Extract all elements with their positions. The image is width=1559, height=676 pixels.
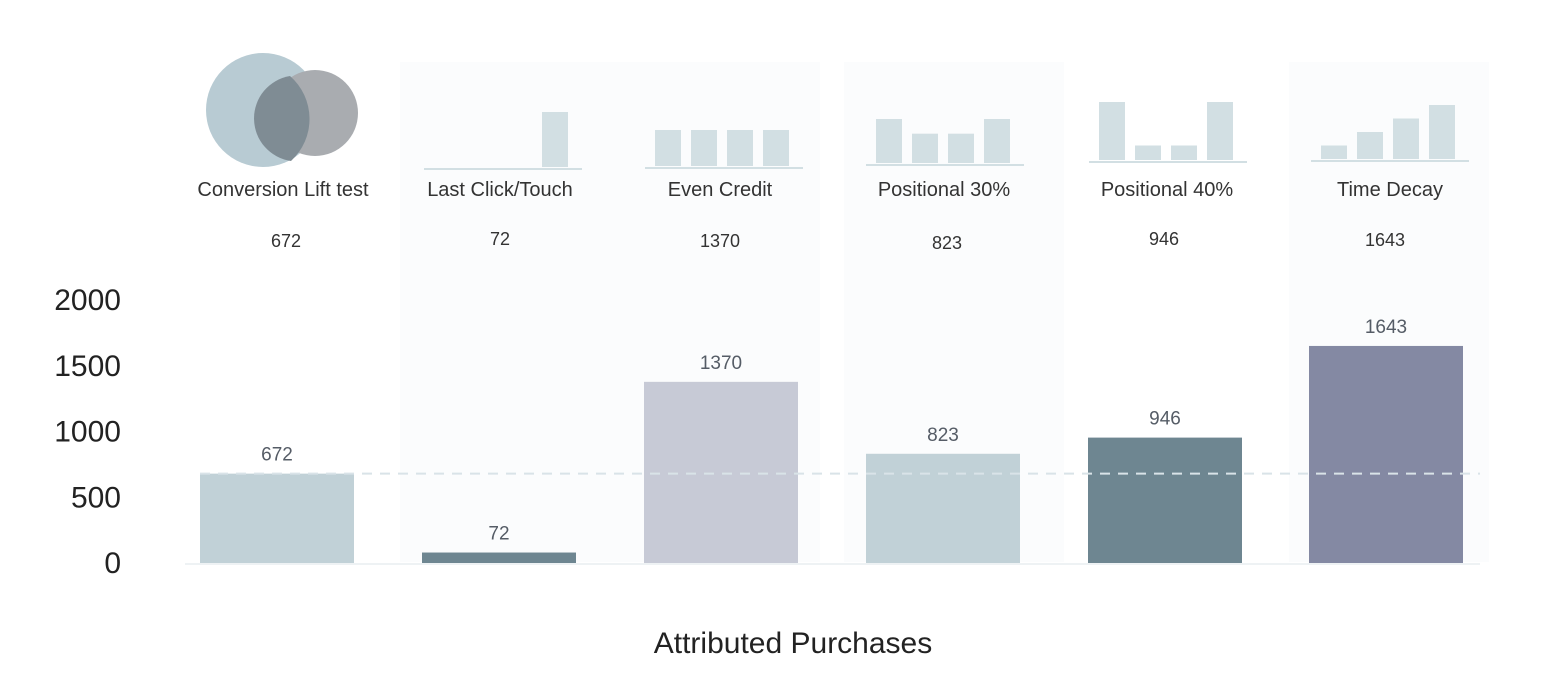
y-tick-label: 0 (104, 547, 121, 580)
y-tick-label: 500 (71, 481, 121, 514)
model-values: 672 72 1370 823 946 1643 (271, 229, 1405, 253)
credit-icon-bar (691, 130, 717, 166)
bars (200, 345, 1463, 563)
credit-icon-bar (763, 130, 789, 166)
y-axis-ticks: 0 500 1000 1500 2000 (54, 284, 121, 580)
data-label: 1643 (1365, 317, 1407, 338)
credit-icon-bar (1429, 105, 1455, 159)
credit-icon-bar (1135, 145, 1161, 160)
model-label-positional-30: Positional 30% (878, 179, 1011, 201)
venn-overlap (254, 76, 310, 161)
credit-distribution-icons (424, 102, 1469, 170)
model-value-positional-30: 823 (932, 233, 962, 253)
data-labels: 672 72 1370 823 946 1643 (261, 317, 1407, 545)
credit-icon-bar (948, 133, 974, 163)
model-label-time-decay: Time Decay (1337, 179, 1443, 201)
model-label-last-click: Last Click/Touch (427, 179, 573, 201)
credit-icon-bar (1393, 118, 1419, 159)
bar (866, 453, 1020, 563)
credit-icon-positional-40 (1089, 102, 1247, 163)
model-value-even-credit: 1370 (700, 231, 740, 251)
bar (1088, 437, 1242, 563)
credit-icon-bar (912, 133, 938, 163)
credit-icon-bar (1321, 145, 1347, 159)
model-label-even-credit: Even Credit (668, 179, 773, 201)
model-labels: Conversion Lift test Last Click/Touch Ev… (197, 179, 1443, 201)
credit-icon-time-decay (1311, 105, 1469, 162)
data-label: 672 (261, 445, 293, 466)
x-axis-label: Attributed Purchases (654, 627, 932, 660)
data-label: 1370 (700, 353, 742, 374)
data-label: 72 (488, 524, 509, 545)
bar (644, 381, 798, 563)
model-label-positional-40: Positional 40% (1101, 179, 1234, 201)
credit-icon-bar (542, 112, 568, 167)
y-tick-label: 2000 (54, 284, 121, 317)
data-label: 946 (1149, 409, 1181, 430)
credit-icon-even-credit (645, 130, 803, 169)
bar (200, 473, 354, 563)
credit-icon-bar (1357, 132, 1383, 159)
credit-icon-bar (655, 130, 681, 166)
model-label-conversion-lift: Conversion Lift test (197, 179, 369, 201)
credit-icon-bar (1099, 102, 1125, 160)
model-value-time-decay: 1643 (1365, 230, 1405, 250)
credit-icon-positional-30 (866, 119, 1024, 166)
bar (422, 552, 576, 563)
credit-icon-bar (876, 119, 902, 163)
model-value-positional-40: 946 (1149, 229, 1179, 249)
model-value-last-click: 72 (490, 229, 510, 249)
model-value-conversion-lift: 672 (271, 231, 301, 251)
y-tick-label: 1000 (54, 416, 121, 449)
credit-icon-bar (1207, 102, 1233, 160)
credit-icon-last-click (424, 112, 582, 170)
y-tick-label: 1500 (54, 350, 121, 383)
venn-diagram-icon (206, 53, 358, 167)
credit-icon-bar (1171, 145, 1197, 160)
bar (1309, 345, 1463, 563)
data-label: 823 (927, 425, 959, 446)
credit-icon-bar (727, 130, 753, 166)
credit-icon-bar (984, 119, 1010, 163)
